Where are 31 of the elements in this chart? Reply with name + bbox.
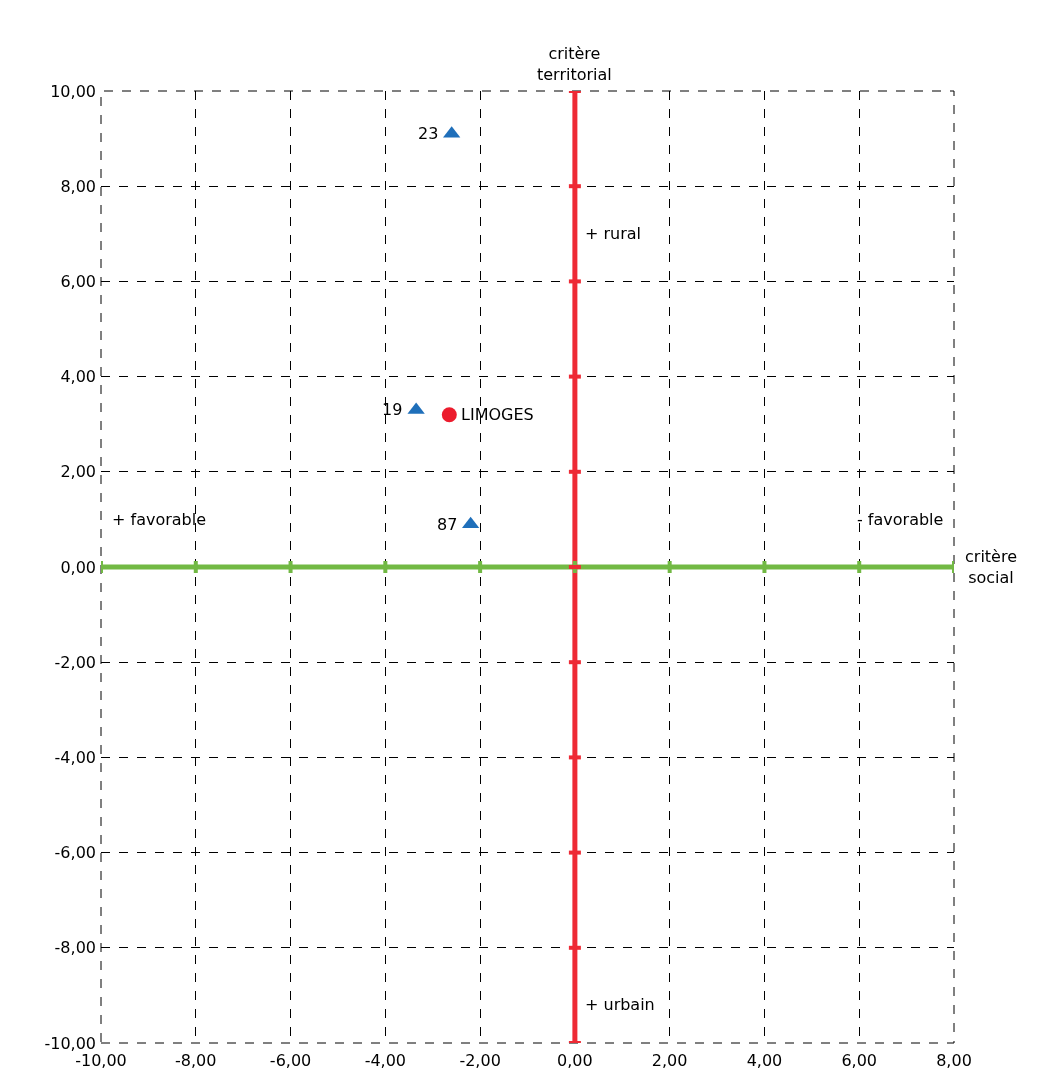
- annotation: LIMOGES: [461, 405, 534, 424]
- x-tick-label: 2,00: [651, 1051, 688, 1070]
- annotation: + urbain: [585, 995, 655, 1014]
- y-tick-label: -4,00: [54, 748, 96, 767]
- x-tick-label: -2,00: [459, 1051, 501, 1070]
- x-tick-label: -8,00: [175, 1051, 217, 1070]
- y-tick-label: -2,00: [54, 652, 96, 672]
- annotation: + rural: [585, 224, 642, 243]
- x-tick-label: -6,00: [269, 1051, 312, 1070]
- x-tick-label: -4,00: [364, 1051, 407, 1070]
- y-tick-label: -8,00: [54, 938, 96, 958]
- y-axis-title: critère territorial: [537, 44, 612, 84]
- x-tick-label: 4,00: [746, 1051, 783, 1070]
- annotation: 19: [382, 400, 403, 419]
- y-tick-label: 4,00: [60, 367, 96, 387]
- y-tick-label: 0,00: [60, 557, 96, 577]
- y-tick-label: 6,00: [60, 272, 96, 291]
- y-tick-label: 10,00: [50, 81, 96, 101]
- y-tick-label: 8,00: [60, 176, 96, 196]
- annotation: 87: [437, 515, 458, 534]
- annotation: 23: [418, 124, 439, 143]
- y-tick-label: 2,00: [60, 462, 96, 482]
- x-tick-label: 6,00: [841, 1051, 878, 1070]
- x-tick-label: 0,00: [557, 1051, 593, 1070]
- annotation: + favorable: [112, 510, 207, 529]
- y-tick-label: -10,00: [44, 1033, 96, 1053]
- x-tick-label: -10,00: [75, 1051, 127, 1070]
- annotation: - favorable: [857, 510, 944, 529]
- x-axis-title: critère social: [965, 547, 1018, 587]
- x-tick-label: 8,00: [936, 1051, 972, 1070]
- y-tick-label: -6,00: [54, 843, 96, 863]
